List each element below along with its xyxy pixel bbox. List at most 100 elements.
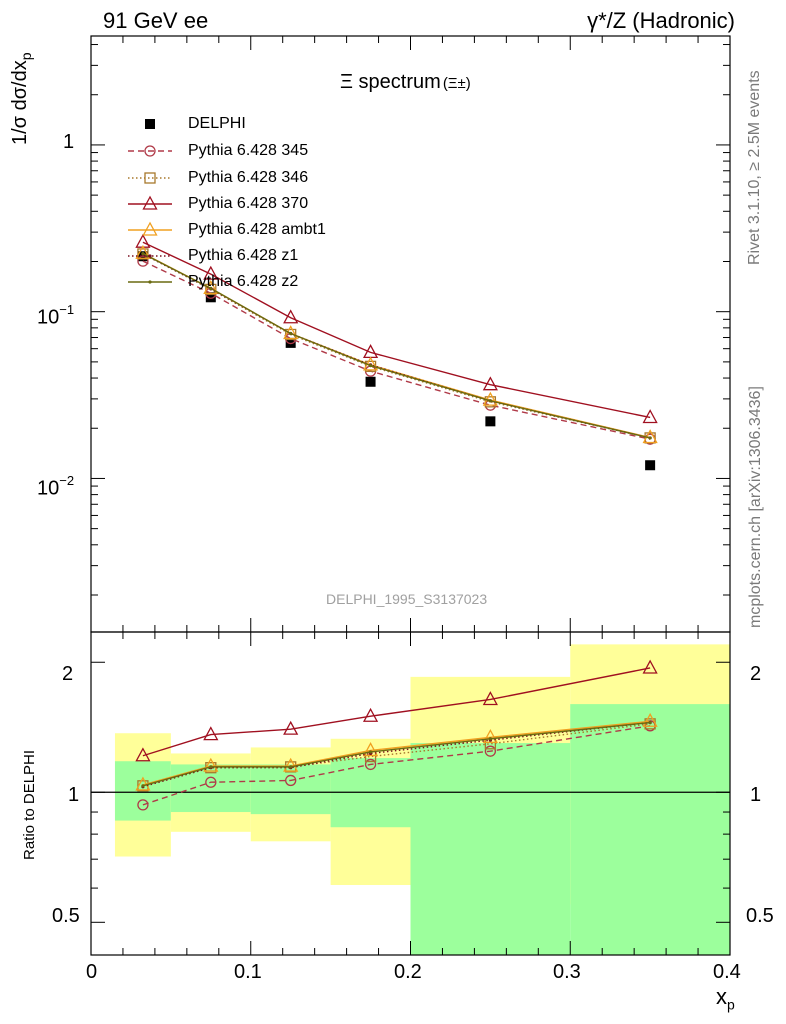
- ratio-point-pythia-6-428-370-5: [642, 659, 658, 674]
- legend-marker-pythia-6-428-z1: [148, 254, 152, 258]
- legend-marker-pythia-6-428-346: [144, 172, 156, 184]
- ratio-series-lines: [135, 659, 658, 811]
- x-tick-label-0: 0: [86, 961, 98, 983]
- ratio-point-pythia-6-428-345-0: [137, 799, 149, 811]
- legend-label-delphi: DELPHI: [188, 115, 246, 132]
- upper-y-axis-label-sub: p: [18, 52, 34, 61]
- legend-marker-delphi: [145, 119, 155, 129]
- ratio-point-pythia-6-428-ambt1-2: [283, 757, 299, 772]
- main-point-pythia-6-428-z2-2: [289, 331, 293, 336]
- chart-title-text: Ξ spectrum: [340, 71, 441, 93]
- ratio-point-pythia-6-428-ambt1-5: [642, 712, 658, 727]
- legend-marker-pythia-6-428-z2: [148, 280, 152, 284]
- legend-label-345: Pythia 6.428 345: [188, 142, 309, 159]
- ratio-point-pythia-6-428-370-1: [203, 726, 219, 741]
- legend-label-346: Pythia 6.428 346: [188, 169, 309, 186]
- ratio-y-tick-2-left: 2: [62, 663, 74, 685]
- ratio-line-pythia-6-428-ambt1: [142, 720, 651, 786]
- ratio-line-pythia-6-428-370: [142, 667, 651, 757]
- main-point-delphi-4: [485, 416, 496, 427]
- header-left-label: 91 GeV ee: [103, 8, 209, 33]
- source-label: mcplots.cern.ch [arXiv:1306.3436]: [747, 386, 764, 628]
- main-line-pythia-6-428-z2: [142, 252, 651, 439]
- x-tick-label-0.3: 0.3: [553, 961, 581, 983]
- main-point-pythia-6-428-ambt1-0: [135, 244, 151, 259]
- analysis-watermark: DELPHI_1995_S3137023: [326, 591, 488, 607]
- main-point-delphi-1: [205, 292, 216, 303]
- ratio-point-pythia-6-428-ambt1-4: [482, 729, 498, 744]
- inner-band-bin-2: [250, 764, 331, 815]
- legend-label-z1: Pythia 6.428 z1: [188, 247, 299, 264]
- ratio-point-pythia-6-428-z2-2: [289, 765, 293, 769]
- y-tick-label-0.1-base: 10: [37, 306, 60, 329]
- y-tick-label-0.01: 10−2: [37, 473, 75, 500]
- main-series-lines: [135, 233, 658, 471]
- ratio-point-pythia-6-428-z2-0: [141, 784, 145, 788]
- legend-marker-pythia-6-428-345: [144, 145, 156, 157]
- main-point-delphi-2: [285, 337, 296, 348]
- x-axis-label-sub: p: [727, 996, 735, 1013]
- main-point-pythia-6-428-ambt1-4: [482, 391, 498, 406]
- ratio-y-tick-0.5-left: 0.5: [52, 905, 80, 927]
- y-tick-label-0.1: 10−1: [37, 302, 75, 329]
- ratio-y-tick-1-right: 1: [750, 784, 762, 806]
- x-axis-label-text: x: [716, 984, 727, 1009]
- upper-panel-frame: [90, 35, 731, 633]
- rivet-version-label: Rivet 3.1.10, ≥ 2.5M events: [746, 70, 763, 265]
- chart-title: Ξ spectrum (Ξ±): [340, 72, 471, 92]
- x-tick-label-0.2: 0.2: [394, 961, 422, 983]
- ratio-point-pythia-6-428-345-4: [484, 745, 497, 757]
- legend-markers: [128, 119, 172, 284]
- y-tick-label-1: 1: [63, 131, 75, 153]
- x-tick-label-0.4: 0.4: [713, 961, 741, 983]
- main-point-pythia-6-428-370-1: [203, 265, 219, 280]
- main-point-pythia-6-428-z2-5: [648, 436, 652, 440]
- ratio-point-pythia-6-428-z2-3: [368, 750, 373, 754]
- legend-marker-pythia-6-428-370: [142, 195, 158, 210]
- legend-marker-pythia-6-428-ambt1: [142, 221, 158, 236]
- ratio-point-pythia-6-428-370-2: [283, 720, 299, 735]
- ratio-point-pythia-6-428-z2-5: [648, 720, 652, 725]
- y-tick-label-0.01-base: 10: [37, 477, 60, 500]
- main-line-pythia-6-428-345: [142, 260, 651, 440]
- y-tick-label-0.1-exp: −1: [59, 302, 75, 317]
- ratio-point-pythia-6-428-z2-4: [488, 737, 492, 741]
- main-line-pythia-6-428-370: [142, 241, 651, 419]
- ratio-point-pythia-6-428-345-2: [285, 774, 297, 787]
- ratio-y-tick-0.5-right: 0.5: [746, 905, 774, 927]
- upper-y-axis-label-text: 1/σ dσ/dx: [9, 60, 31, 145]
- chart-title-suffix: (Ξ±): [442, 75, 471, 92]
- ratio-point-pythia-6-428-370-0: [135, 747, 151, 762]
- ratio-uncertainty-bands: [91, 644, 730, 955]
- y-tick-label-0.01-exp: −2: [59, 473, 75, 488]
- ratio-point-pythia-6-428-345-3: [364, 758, 377, 771]
- x-tick-label-0.1: 0.1: [234, 961, 262, 983]
- main-point-pythia-6-428-z2-1: [209, 286, 213, 290]
- main-point-delphi-5: [645, 460, 656, 471]
- ratio-point-pythia-6-428-370-4: [482, 691, 498, 706]
- ratio-y-tick-1-left: 1: [68, 784, 80, 806]
- main-point-pythia-6-428-z2-3: [368, 364, 373, 368]
- legend-label-ambt1: Pythia 6.428 ambt1: [188, 221, 326, 238]
- legend-label-370: Pythia 6.428 370: [188, 195, 309, 212]
- main-point-delphi-3: [365, 376, 376, 387]
- main-point-pythia-6-428-370-2: [283, 309, 299, 324]
- main-point-pythia-6-428-370-5: [642, 409, 658, 424]
- main-point-pythia-6-428-370-3: [362, 344, 379, 359]
- x-axis-label: xp: [716, 984, 735, 1013]
- header-right-label: γ*/Z (Hadronic): [587, 8, 735, 33]
- ratio-y-tick-2-right: 2: [750, 663, 762, 685]
- inner-band-bin-4: [410, 743, 571, 955]
- ratio-point-pythia-6-428-ambt1-3: [362, 742, 379, 757]
- main-point-pythia-6-428-345-0: [137, 255, 149, 267]
- ratio-point-pythia-6-428-345-1: [205, 776, 217, 788]
- axis-ticks: [90, 36, 731, 955]
- main-point-pythia-6-428-z2-0: [141, 252, 145, 256]
- ratio-point-pythia-6-428-370-3: [362, 707, 379, 722]
- upper-y-axis-label: 1/σ dσ/dxp: [9, 52, 34, 145]
- main-point-pythia-6-428-z2-4: [488, 399, 492, 403]
- ratio-line-pythia-6-428-345: [142, 725, 651, 806]
- ratio-point-pythia-6-428-ambt1-1: [203, 757, 219, 772]
- ratio-line-pythia-6-428-z2: [142, 721, 651, 787]
